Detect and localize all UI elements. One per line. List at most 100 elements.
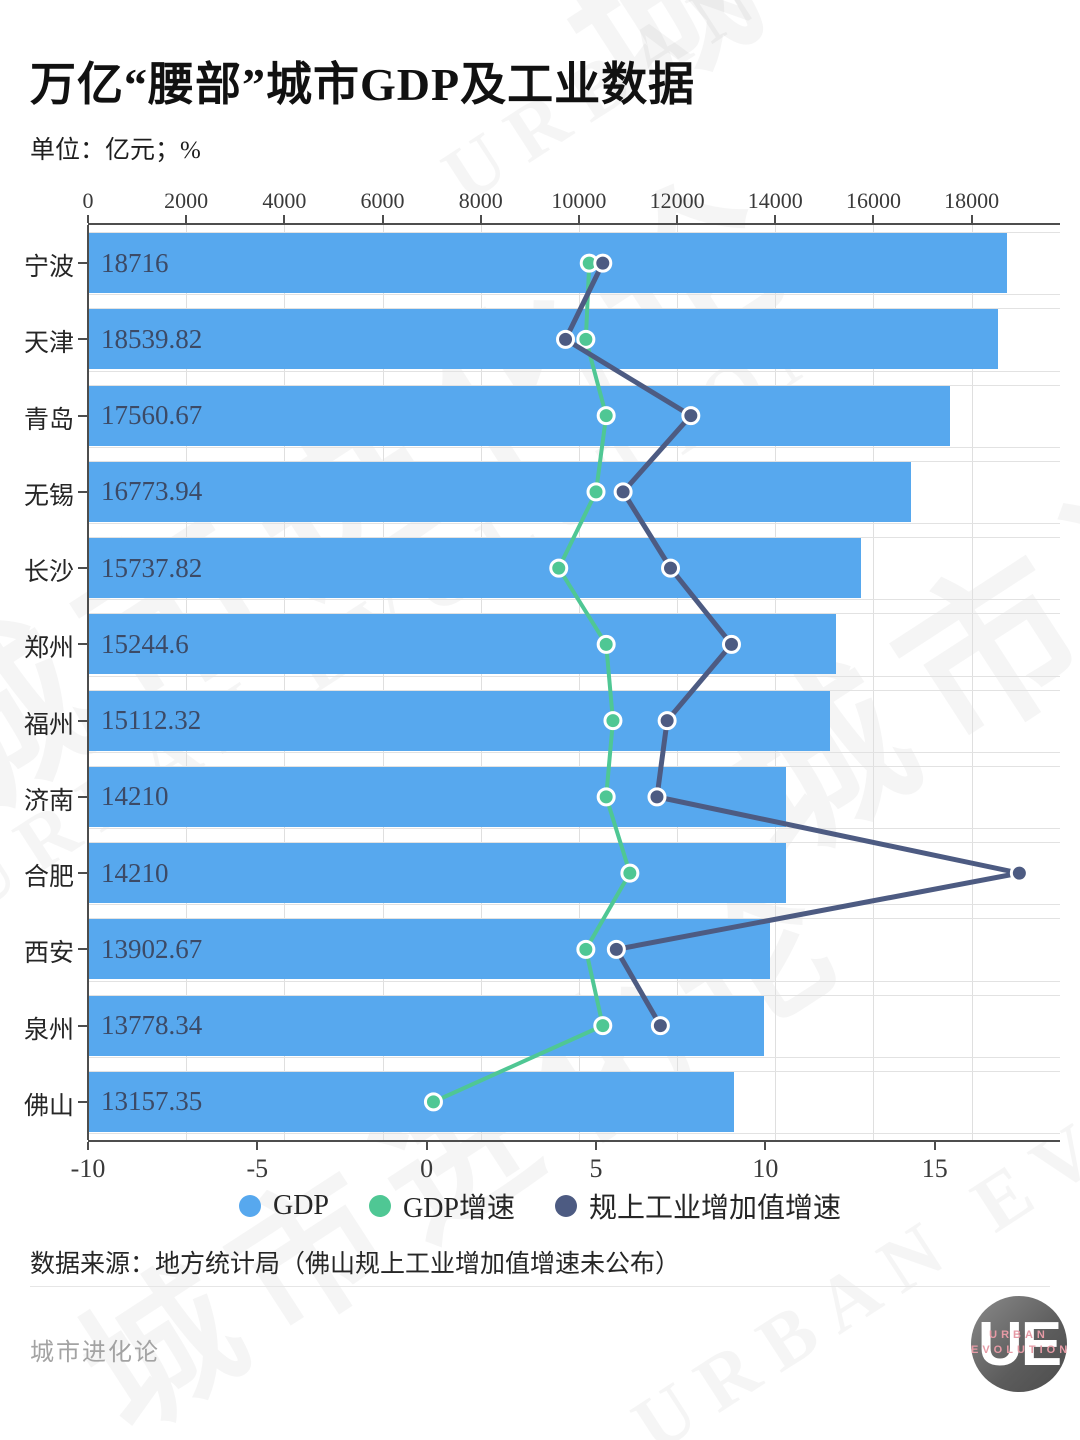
horizontal-gridline bbox=[88, 384, 1060, 386]
bottom-axis-tick bbox=[87, 1142, 89, 1150]
bottom-axis-tick bbox=[764, 1142, 767, 1150]
gdp-value-label: 17560.67 bbox=[101, 400, 203, 431]
category-tick bbox=[78, 567, 87, 570]
gdp-bar: 13157.35 bbox=[88, 1071, 734, 1132]
category-tick bbox=[78, 719, 87, 722]
growth-lines-overlay bbox=[423, 253, 1029, 1112]
horizontal-gridline bbox=[88, 599, 1060, 601]
top-axis-tick-label: 16000 bbox=[845, 188, 901, 213]
top-axis-tick bbox=[185, 215, 188, 223]
category-label: 济南 bbox=[23, 787, 74, 815]
bottom-axis-tick bbox=[933, 1142, 936, 1150]
top-axis-tick bbox=[872, 215, 875, 223]
category-tick bbox=[78, 490, 87, 493]
category-tick bbox=[78, 872, 87, 875]
horizontal-gridline bbox=[88, 460, 1060, 462]
bottom-axis-tick-label: 10 bbox=[752, 1154, 779, 1183]
bottom-axis-tick-label: -10 bbox=[70, 1154, 106, 1183]
bottom-axis-tick-label: 0 bbox=[420, 1154, 434, 1183]
category-tick bbox=[78, 948, 87, 951]
gdp-bar: 15737.82 bbox=[88, 538, 861, 599]
horizontal-gridline bbox=[88, 523, 1060, 524]
top-axis-tick bbox=[479, 215, 482, 223]
gdp-growth-marker bbox=[603, 711, 623, 731]
vertical-gridline bbox=[775, 225, 777, 1140]
gdp-growth-marker bbox=[620, 863, 640, 883]
horizontal-gridline bbox=[88, 842, 1060, 843]
industry-growth-marker bbox=[556, 329, 576, 349]
industry-growth-marker bbox=[613, 482, 633, 502]
gdp-growth-marker bbox=[596, 406, 616, 426]
gdp-bar: 15112.32 bbox=[88, 690, 830, 751]
gdp-bar: 18539.82 bbox=[88, 309, 999, 370]
legend-item-1: GDP增速 bbox=[368, 1186, 515, 1226]
horizontal-gridline bbox=[88, 1070, 1060, 1072]
vertical-gridline bbox=[186, 225, 188, 1140]
industry-growth-marker bbox=[1009, 863, 1029, 883]
industry-growth-marker bbox=[650, 1016, 670, 1036]
horizontal-gridline bbox=[88, 1133, 1060, 1134]
gdp-growth-marker bbox=[549, 558, 569, 578]
category-label: 天津 bbox=[23, 330, 74, 358]
data-source-note: 数据来源：地方统计局（佛山规上工业增加值增速未公布） bbox=[30, 1251, 681, 1278]
industry-growth-marker bbox=[661, 558, 681, 578]
industry-growth-marker bbox=[606, 939, 626, 959]
category-label: 西安 bbox=[23, 940, 74, 968]
horizontal-gridline bbox=[88, 675, 1060, 677]
horizontal-gridline bbox=[88, 1056, 1060, 1058]
top-axis-tick-label: 10000 bbox=[551, 188, 607, 213]
legend-item-2: 规上工业增加值增速 bbox=[555, 1186, 841, 1226]
unit-label: 单位：亿元；% bbox=[30, 137, 201, 164]
top-axis-tick-label: 4000 bbox=[262, 188, 307, 213]
bottom-axis-tick bbox=[595, 1142, 597, 1150]
footer-divider bbox=[30, 1286, 1050, 1287]
top-axis-tick bbox=[970, 215, 973, 223]
gdp-value-label: 18716 bbox=[101, 247, 169, 278]
category-label: 无锡 bbox=[23, 482, 74, 510]
category-tick bbox=[78, 414, 87, 417]
horizontal-gridline bbox=[88, 828, 1060, 829]
top-axis-tick bbox=[87, 215, 89, 223]
horizontal-gridline bbox=[88, 689, 1060, 691]
top-axis-tick-label: 18000 bbox=[944, 188, 1000, 213]
vertical-gridline bbox=[480, 225, 482, 1140]
gdp-value-label: 16773.94 bbox=[101, 476, 203, 507]
horizontal-gridline bbox=[88, 980, 1060, 982]
top-axis-tick-label: 8000 bbox=[458, 188, 503, 213]
horizontal-gridline bbox=[88, 994, 1060, 996]
vertical-gridline bbox=[284, 225, 286, 1140]
top-axis-tick-label: 14000 bbox=[747, 188, 803, 213]
vertical-gridline bbox=[971, 225, 973, 1140]
top-axis-tick-label: 12000 bbox=[649, 188, 705, 213]
left-axis-line bbox=[87, 225, 89, 1140]
category-label: 泉州 bbox=[23, 1016, 74, 1044]
horizontal-gridline bbox=[88, 613, 1060, 615]
bottom-axis-line bbox=[88, 1140, 1060, 1142]
industry-growth-marker bbox=[647, 787, 667, 807]
gdp-growth-marker bbox=[576, 329, 596, 349]
page-title: 万亿“腰部”城市GDP及工业数据 bbox=[30, 59, 696, 110]
top-axis-tick-label: 2000 bbox=[164, 188, 209, 213]
urban-evolution-logo: UE URBAN EVOLUTION bbox=[971, 1296, 1067, 1392]
legend-dot bbox=[555, 1195, 577, 1217]
category-label: 郑州 bbox=[23, 635, 74, 663]
industry-growth-marker bbox=[657, 711, 677, 731]
bottom-axis-tick-label: -5 bbox=[246, 1154, 269, 1183]
gdp-bar: 14210 bbox=[88, 843, 786, 904]
gdp-value-label: 18539.82 bbox=[101, 323, 203, 354]
gdp-value-label: 13902.67 bbox=[101, 933, 203, 964]
legend-label: GDP bbox=[272, 1190, 329, 1221]
horizontal-gridline bbox=[88, 370, 1060, 372]
gdp-bar: 16773.94 bbox=[88, 461, 912, 522]
top-axis-tick-label: 6000 bbox=[360, 188, 405, 213]
gdp-value-label: 13778.34 bbox=[101, 1010, 203, 1041]
industry-growth-marker bbox=[593, 253, 613, 273]
top-axis-tick bbox=[283, 215, 286, 223]
legend-label: GDP增速 bbox=[402, 1193, 515, 1224]
top-axis-tick bbox=[676, 215, 679, 223]
gdp-bar: 18716 bbox=[88, 233, 1007, 294]
gdp-growth-marker bbox=[423, 1092, 443, 1112]
bottom-axis-tick-label: 15 bbox=[921, 1154, 948, 1183]
legend-dot bbox=[238, 1195, 261, 1217]
gdp-growth-marker bbox=[576, 939, 596, 959]
